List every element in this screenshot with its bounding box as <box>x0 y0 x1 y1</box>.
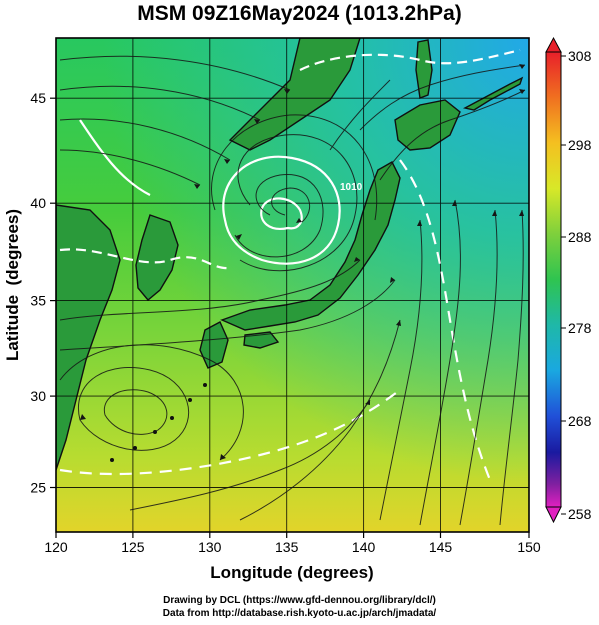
sakhalin <box>415 39 433 99</box>
colorbar-label: 268 <box>568 413 592 429</box>
isobar-east <box>399 159 492 481</box>
hokkaido <box>394 99 461 151</box>
y-axis-label: Latitude (degrees) <box>3 209 22 361</box>
stream-arrows <box>80 64 525 460</box>
x-axis-label: Longitude (degrees) <box>210 563 373 582</box>
streamlines <box>59 55 526 526</box>
isobar-low-center <box>260 197 303 230</box>
x-tick-label: 135 <box>275 539 299 555</box>
honshu <box>220 161 401 331</box>
colorbar-label: 308 <box>568 48 592 64</box>
plot-frame <box>55 37 530 533</box>
credit-data: Data from http://database.rish.kyoto-u.a… <box>162 608 437 619</box>
colorbar-bottom-arrow <box>545 506 562 524</box>
colorbar-label: 258 <box>568 506 592 522</box>
colorbar-label: 298 <box>568 137 592 153</box>
colorbar-top-arrow <box>545 36 562 53</box>
isobar-1010 <box>222 155 341 265</box>
map-title: MSM 09Z16May2024 (1013.2hPa) <box>137 2 462 25</box>
colorbar: 308 298 288 278 268 258 <box>545 36 592 524</box>
y-tick-marks <box>50 97 56 489</box>
china-coast <box>56 204 121 471</box>
ryukyu-islands <box>110 383 207 462</box>
korea-peninsula <box>135 214 179 301</box>
y-tick-label: 45 <box>30 90 46 106</box>
x-tick-label: 130 <box>198 539 222 555</box>
isobars <box>59 48 521 481</box>
russia-coast <box>228 38 361 151</box>
x-tick-label: 150 <box>517 539 541 555</box>
y-tick-label: 35 <box>30 293 46 309</box>
colorbar-label: 278 <box>568 320 592 336</box>
credits: Drawing by DCL (https://www.gfd-dennou.o… <box>0 594 599 620</box>
colorbar-label: 288 <box>568 229 592 245</box>
plot-area: 1010 <box>56 38 529 532</box>
isobar-north <box>299 48 521 71</box>
y-tick-label: 25 <box>30 480 46 496</box>
x-tick-label: 140 <box>352 539 376 555</box>
kuril-islands <box>463 76 524 111</box>
x-tick-label: 145 <box>429 539 453 555</box>
credit-drawing: Drawing by DCL (https://www.gfd-dennou.o… <box>163 595 436 606</box>
land <box>56 38 524 471</box>
isobar-label: 1010 <box>340 182 363 193</box>
x-tick-label: 125 <box>121 539 145 555</box>
y-tick-label: 40 <box>30 195 46 211</box>
colorbar-gradient <box>545 51 562 508</box>
isobar-west <box>79 119 151 196</box>
y-tick-label: 30 <box>30 388 46 404</box>
x-tick-marks <box>55 532 530 538</box>
isobar-front <box>59 248 231 270</box>
x-tick-label: 120 <box>44 539 68 555</box>
kyushu <box>199 321 229 369</box>
